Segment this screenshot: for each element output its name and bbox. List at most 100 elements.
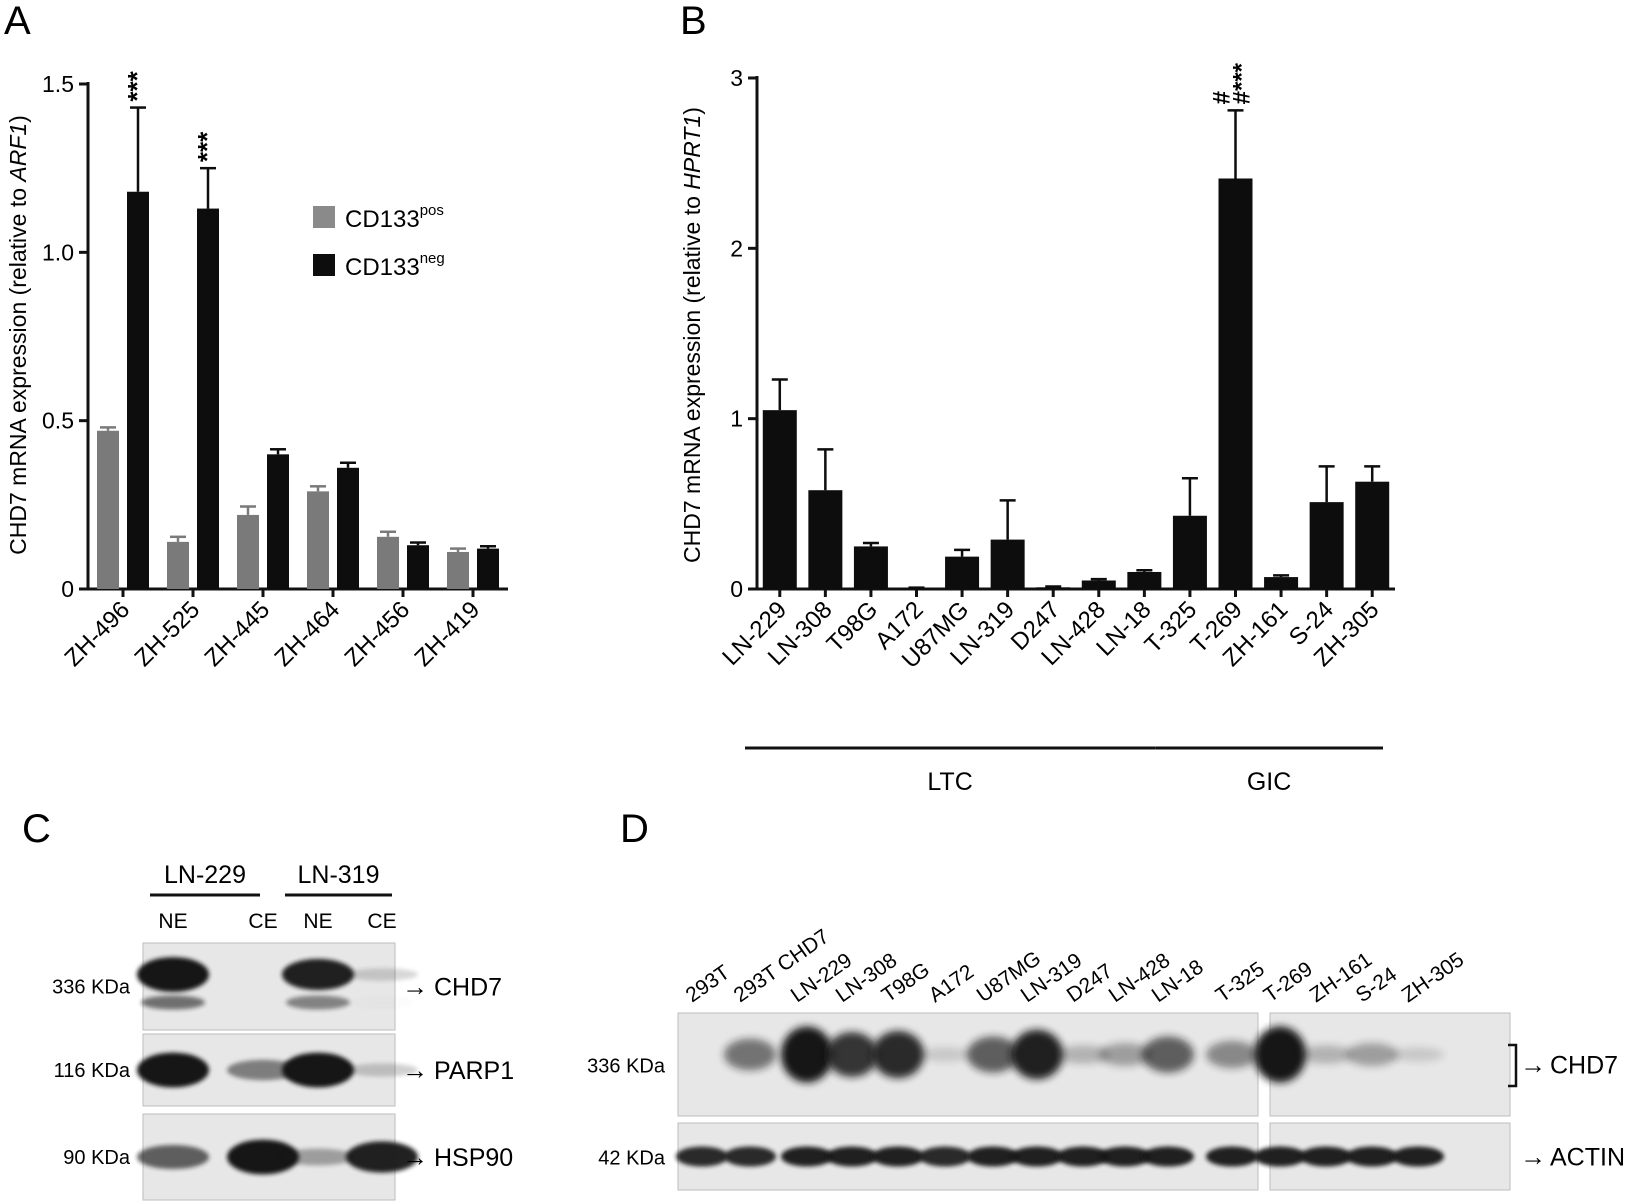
blot-c-band	[137, 957, 209, 992]
significance-marker: ***	[192, 131, 222, 162]
bar	[899, 588, 934, 590]
blot-d-band	[1300, 1045, 1352, 1064]
y-tick-label: 0.5	[42, 408, 74, 434]
x-tick-label: ZH-525	[130, 596, 206, 672]
panel-label-c: C	[22, 807, 51, 851]
x-tick-label: ZH-445	[200, 596, 276, 672]
blot-d-arrow: →	[1520, 1050, 1546, 1080]
bar	[808, 490, 843, 589]
blot-d-band	[1254, 1146, 1306, 1167]
blot-d-arrow: →	[1520, 1142, 1546, 1172]
blot-c-band	[346, 1063, 418, 1077]
legend-label-cd133-pos: CD133pos	[345, 202, 444, 233]
bar	[1218, 178, 1253, 589]
blot-d-protein-label: CHD7	[1550, 1052, 1618, 1080]
y-tick-label: 3	[730, 65, 743, 91]
x-tick-label: ZH-419	[410, 596, 486, 672]
blot-d-band	[919, 1146, 971, 1167]
bar	[267, 454, 289, 589]
blot-c-lane-label: CE	[248, 910, 277, 933]
bar	[1355, 481, 1390, 589]
blot-d-band	[676, 1146, 728, 1167]
blot-d-band	[1099, 1146, 1151, 1167]
blot-c-group-label: LN-319	[298, 861, 380, 889]
blot-d-band	[826, 1146, 878, 1167]
blot-d-band	[724, 1038, 776, 1071]
blot-d-protein-label: ACTIN	[1550, 1144, 1625, 1172]
blot-c-band	[346, 1141, 418, 1173]
blot-d-band	[1392, 1047, 1444, 1062]
blot-d-band	[781, 1146, 833, 1167]
legend-label-cd133-neg: CD133neg	[345, 250, 445, 281]
chart-b-x-tick-labels: LN-229LN-308T98GA172U87MGLN-319D247LN-42…	[717, 596, 1384, 674]
blot-d-band	[1300, 1146, 1352, 1167]
bar	[307, 491, 329, 589]
blot-c-kda-label: 116 KDa	[54, 1060, 131, 1082]
blot-c-band	[282, 1052, 354, 1088]
panel-label-b: B	[680, 0, 707, 43]
bar	[1309, 502, 1344, 589]
x-tick-label: ZH-496	[60, 596, 136, 672]
blot-c-lane-label: NE	[158, 910, 187, 933]
blot-d-band	[1011, 1146, 1063, 1167]
blot-d-kda-label: 42 KDa	[598, 1148, 666, 1170]
chart-a-legend: CD133pos CD133neg	[313, 202, 445, 281]
bar	[377, 536, 399, 589]
x-tick-label: ZH-464	[270, 596, 346, 672]
blot-d-band	[1346, 1146, 1398, 1167]
bar	[853, 546, 888, 589]
chart-a-bars: *** ***	[97, 70, 499, 590]
blot-d-band	[919, 1047, 971, 1062]
chart-a-y-axis-label: CHD7 mRNA expression (relative to ARF1)	[5, 115, 31, 555]
blot-d-band	[967, 1146, 1019, 1167]
blot-d-band	[1392, 1146, 1444, 1167]
bar	[1081, 580, 1116, 589]
bar	[1172, 515, 1207, 589]
blot-c-kda-label: 336 KDa	[52, 977, 131, 999]
blot-c-band	[137, 1145, 209, 1169]
blot-d-band	[781, 1026, 833, 1083]
blot-d-membrane	[1269, 1012, 1511, 1117]
blot-d-bracket	[1508, 1043, 1518, 1088]
chart-b-bars: ##***	[762, 62, 1390, 590]
blot-c-band	[141, 995, 205, 1010]
panel-label-a: A	[4, 0, 31, 43]
blot-c-protein-label: HSP90	[434, 1144, 513, 1172]
chart-b-y-axis-label: CHD7 mRNA expression (relative to HPRT1)	[679, 107, 705, 563]
blot-d-band	[1011, 1029, 1063, 1080]
blot-c-band	[346, 968, 418, 981]
group-label: GIC	[1247, 768, 1291, 796]
bar	[167, 541, 189, 589]
bar	[990, 539, 1025, 589]
bar	[762, 410, 797, 589]
blot-c-lane-label: CE	[367, 910, 396, 933]
x-tick-label: T-325	[1140, 596, 1202, 658]
y-tick-label: 0	[61, 576, 74, 602]
significance-marker: ***	[122, 70, 152, 101]
bar	[945, 556, 980, 589]
blot-d-band	[1099, 1043, 1151, 1066]
blot-c-band	[286, 995, 350, 1010]
blot-c-lane-label: NE	[303, 910, 332, 933]
blot-d-lane-label: T-325	[1212, 957, 1269, 1007]
legend-swatch-cd133-neg	[313, 254, 335, 276]
bar	[337, 467, 359, 589]
y-tick-label: 1	[730, 406, 743, 432]
blot-d-band	[826, 1032, 878, 1077]
blot-d-band	[1057, 1146, 1109, 1167]
bar	[237, 514, 259, 589]
x-tick-label: ZH-456	[340, 596, 416, 672]
blot-d-kda-label: 336 KDa	[587, 1056, 666, 1078]
blot-c-arrow: →	[402, 1055, 428, 1085]
blot-d-band	[1142, 1146, 1194, 1167]
blot-c-arrow: →	[402, 1142, 428, 1172]
y-tick-label: 0	[730, 576, 743, 602]
blot-c-kda-label: 90 KDa	[63, 1147, 131, 1169]
blot-d-band	[1346, 1043, 1398, 1066]
legend-swatch-cd133-pos	[313, 206, 335, 228]
blot-d-band	[1206, 1040, 1258, 1069]
chart-b-group-brackets: LTC GIC	[745, 746, 1383, 796]
blot-d-band	[872, 1030, 924, 1079]
